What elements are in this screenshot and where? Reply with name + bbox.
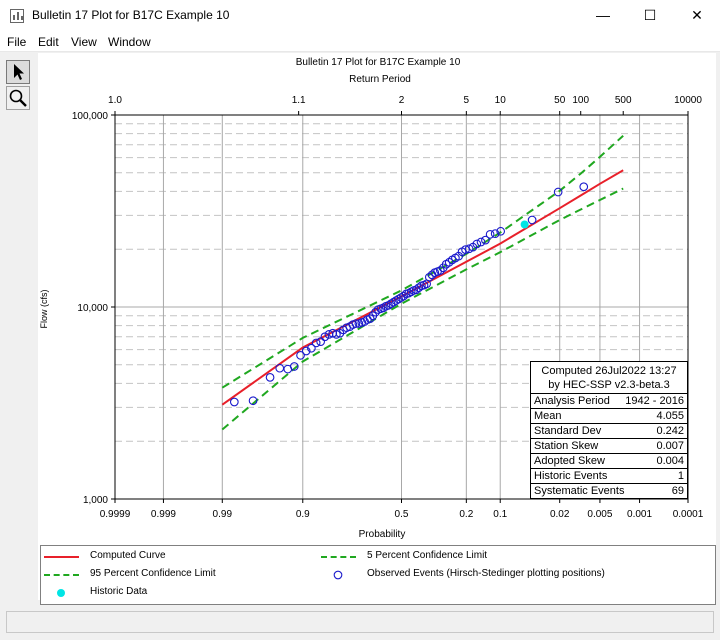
stat-row: Historic Events 1 xyxy=(531,469,687,484)
return-period-tick-label: 50 xyxy=(554,95,566,106)
observed-event-point xyxy=(553,187,563,197)
observed-event-point xyxy=(391,296,401,305)
observed-event-point xyxy=(301,346,311,356)
menu-view[interactable]: View xyxy=(71,35,97,49)
minimize-button[interactable]: — xyxy=(596,7,610,23)
observed-event-point xyxy=(394,294,403,304)
observed-event-point xyxy=(527,215,537,225)
observed-event-point xyxy=(265,373,275,382)
return-period-tick-label: 10 xyxy=(495,95,507,106)
observed-event-point xyxy=(424,272,434,282)
x-tick-label: 0.0001 xyxy=(673,509,704,520)
x-tick-label: 0.2 xyxy=(459,509,473,520)
x-tick-label: 0.9 xyxy=(296,509,310,520)
x-axis-title: Probability xyxy=(359,529,406,540)
x-tick-label: 0.001 xyxy=(627,509,652,520)
confidence-limit-line xyxy=(221,134,624,389)
observed-event-point xyxy=(496,226,506,236)
observed-event-point xyxy=(472,239,482,249)
chart-app-icon xyxy=(10,9,24,23)
observed-event-point xyxy=(579,182,589,192)
pointer-tool-button[interactable] xyxy=(6,60,30,84)
observed-event-point xyxy=(490,229,500,239)
x-tick-label: 0.5 xyxy=(395,509,409,520)
observed-event-point xyxy=(461,245,470,254)
observed-event-point xyxy=(379,303,388,313)
y-tick-label: 10,000 xyxy=(77,303,108,314)
return-period-tick-label: 5 xyxy=(464,95,470,106)
menu-edit[interactable]: Edit xyxy=(38,35,59,49)
chart-title: Bulletin 17 Plot for B17C Example 10 xyxy=(296,57,461,68)
observed-event-point xyxy=(485,229,495,239)
stat-row: Station Skew 0.007 xyxy=(531,439,687,454)
x-tick-label: 0.1 xyxy=(493,509,507,520)
stat-row: Standard Dev 0.242 xyxy=(531,424,687,439)
observed-event-point xyxy=(414,283,424,293)
observed-event-point xyxy=(436,266,445,275)
return-period-tick-label: 100 xyxy=(572,95,589,106)
y-tick-label: 100,000 xyxy=(72,111,109,122)
observed-event-point xyxy=(275,363,285,373)
observed-event-point xyxy=(389,297,398,307)
return-period-tick-label: 1.1 xyxy=(292,95,306,106)
pointer-icon xyxy=(14,64,24,80)
x-tick-label: 0.999 xyxy=(151,509,176,520)
maximize-button[interactable]: ☐ xyxy=(643,7,657,23)
x-tick-label: 0.02 xyxy=(550,509,570,520)
observed-marker-icon xyxy=(333,570,343,580)
y-tick-label: 1,000 xyxy=(83,495,108,506)
magnifier-icon xyxy=(9,89,27,107)
observed-event-point xyxy=(296,350,305,360)
return-period-tick-label: 2 xyxy=(399,95,405,106)
close-button[interactable]: ✕ xyxy=(691,7,703,23)
historic-data-point xyxy=(520,220,529,229)
observed-event-point xyxy=(229,397,239,407)
observed-event-point xyxy=(248,396,258,406)
stat-row: Adopted Skew 0.004 xyxy=(531,454,687,469)
statistics-header: Computed 26Jul2022 13:27 by HEC-SSP v2.3… xyxy=(531,362,687,394)
return-period-tick-label: 1.0 xyxy=(108,95,122,106)
y-axis-title: Flow (cfs) xyxy=(39,290,49,329)
observed-event-point xyxy=(332,330,341,339)
observed-event-point xyxy=(307,343,316,353)
x-tick-label: 0.9999 xyxy=(100,509,131,520)
menu-bar: File Edit View Window xyxy=(0,32,720,52)
observed-event-point xyxy=(481,235,490,245)
menu-file[interactable]: File xyxy=(7,35,27,49)
statistics-table: Computed 26Jul2022 13:27 by HEC-SSP v2.3… xyxy=(530,361,688,499)
observed-event-point xyxy=(476,237,486,247)
observed-event-point xyxy=(311,338,321,348)
observed-event-point xyxy=(289,362,299,371)
window-title: Bulletin 17 Plot for B17C Example 10 xyxy=(32,8,230,22)
menu-window[interactable]: Window xyxy=(108,35,151,49)
observed-event-point xyxy=(316,337,326,346)
return-period-tick-label: 10000 xyxy=(674,95,702,106)
return-period-tick-label: 500 xyxy=(615,95,632,106)
window-titlebar[interactable]: Bulletin 17 Plot for B17C Example 10 — ☐… xyxy=(0,0,720,32)
status-bar xyxy=(6,611,714,633)
top-axis-title: Return Period xyxy=(349,74,411,85)
observed-event-point xyxy=(351,319,361,328)
stat-row: Analysis Period 1942 - 2016 xyxy=(531,394,687,409)
zoom-tool-button[interactable] xyxy=(6,86,30,110)
historic-marker-icon xyxy=(57,589,65,597)
x-tick-label: 0.99 xyxy=(213,509,233,520)
x-tick-label: 0.005 xyxy=(587,509,612,520)
confidence-limit-line xyxy=(221,187,624,431)
observed-event-point xyxy=(399,291,408,301)
chart-legend: Computed Curve 5 Percent Confidence Limi… xyxy=(40,545,716,605)
stat-row: Mean 4.055 xyxy=(531,409,687,424)
stat-row: Systematic Events 69 xyxy=(534,485,684,497)
observed-event-point xyxy=(365,314,375,323)
